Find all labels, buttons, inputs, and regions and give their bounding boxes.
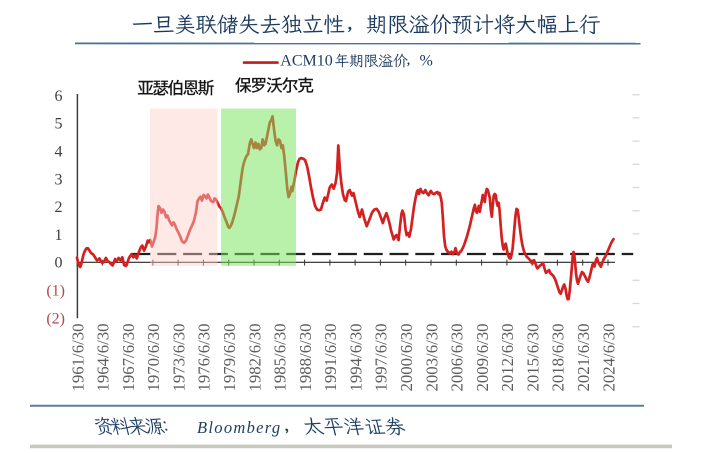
svg-text:2012/6/30: 2012/6/30 bbox=[498, 323, 517, 391]
svg-text:0: 0 bbox=[55, 255, 63, 272]
svg-text:1961/6/30: 1961/6/30 bbox=[68, 323, 87, 391]
svg-text:2: 2 bbox=[55, 199, 63, 216]
svg-text:5: 5 bbox=[55, 116, 63, 133]
svg-text:1985/6/30: 1985/6/30 bbox=[271, 323, 290, 391]
svg-text:(1): (1) bbox=[46, 283, 65, 300]
svg-text:Bloomberg: Bloomberg bbox=[197, 418, 281, 437]
svg-text:2000/6/30: 2000/6/30 bbox=[397, 323, 416, 391]
svg-text:1979/6/30: 1979/6/30 bbox=[220, 323, 239, 391]
svg-text:1: 1 bbox=[55, 227, 63, 244]
svg-text:2006/6/30: 2006/6/30 bbox=[448, 323, 467, 391]
svg-text:%: % bbox=[420, 53, 433, 70]
svg-text:2009/6/30: 2009/6/30 bbox=[473, 323, 492, 391]
svg-text:1967/6/30: 1967/6/30 bbox=[119, 323, 138, 391]
svg-text:2021/6/30: 2021/6/30 bbox=[574, 323, 593, 391]
svg-text:3: 3 bbox=[55, 171, 63, 188]
svg-text:ACM10: ACM10 bbox=[280, 53, 332, 70]
svg-text:1973/6/30: 1973/6/30 bbox=[169, 323, 188, 391]
svg-text:(2): (2) bbox=[46, 310, 65, 327]
svg-text:2003/6/30: 2003/6/30 bbox=[422, 323, 441, 391]
svg-text:1991/6/30: 1991/6/30 bbox=[321, 323, 340, 391]
svg-text:1982/6/30: 1982/6/30 bbox=[245, 323, 264, 391]
svg-text:4: 4 bbox=[55, 144, 63, 161]
svg-text:1997/6/30: 1997/6/30 bbox=[372, 323, 391, 391]
svg-text:2024/6/30: 2024/6/30 bbox=[599, 323, 618, 391]
svg-text:1970/6/30: 1970/6/30 bbox=[144, 323, 163, 391]
svg-text:1988/6/30: 1988/6/30 bbox=[296, 323, 315, 391]
svg-text:1964/6/30: 1964/6/30 bbox=[94, 323, 113, 391]
svg-text:2018/6/30: 2018/6/30 bbox=[549, 323, 568, 391]
svg-text:1976/6/30: 1976/6/30 bbox=[195, 323, 214, 391]
svg-text:6: 6 bbox=[55, 88, 63, 105]
svg-text:2015/6/30: 2015/6/30 bbox=[523, 323, 542, 391]
svg-text:1994/6/30: 1994/6/30 bbox=[346, 323, 365, 391]
